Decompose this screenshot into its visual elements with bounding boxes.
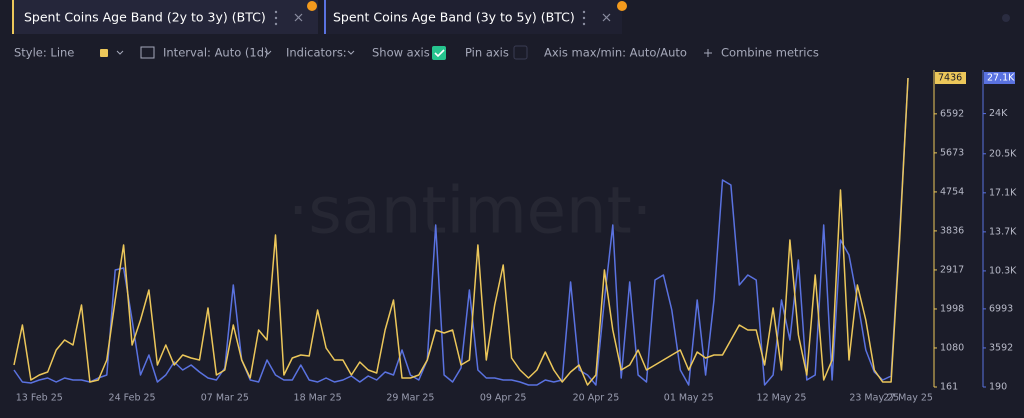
y2-tick-label: 6993 [989,303,1013,314]
chevron [116,50,124,55]
checkmark [434,49,445,58]
y2-tick-label: 10.3K [989,265,1017,276]
x-tick-label: 13 Feb 25 [16,393,63,404]
y-tick-label: 2917 [940,264,964,275]
tab-marker [12,0,14,34]
y2-tick-label: 24K [989,108,1008,119]
y-tick-label: 4754 [940,186,964,197]
y-tick-label: 3836 [940,225,964,236]
tab-menu[interactable] [274,10,278,26]
axis-minmax[interactable]: Axis max/min: Auto/Auto [544,46,687,60]
tab-marker [324,0,326,34]
watermark: ·santiment· [288,175,652,249]
tab[interactable]: Spent Coins Age Band (2y to 3y) (BTC) [12,0,318,34]
interval-icon [140,46,155,59]
tab-bg [12,0,318,34]
pin-axis-label[interactable]: Pin axis [465,46,509,60]
x-tick-label: 24 Feb 25 [109,393,156,404]
x-tick-label: 07 Mar 25 [201,393,249,404]
last-value-tag [984,71,1015,84]
series-line [13,77,909,386]
x-tick-label: 27 May 25 [883,393,933,404]
tab[interactable]: Spent Coins Age Band (3y to 5y) (BTC) [324,0,627,34]
indicators-select[interactable]: Indicators: [286,46,347,60]
btc-icon [307,1,317,11]
y-tick-label: 6592 [940,108,964,119]
tab-label: Spent Coins Age Band (3y to 5y) (BTC) [333,10,575,25]
y2-tick-label: 3592 [989,342,1013,353]
style-select[interactable]: Style: Line [14,46,74,60]
y2-tick-label: 20.5K [989,148,1017,159]
x-tick-label: 18 Mar 25 [294,393,342,404]
btc-icon [617,1,627,11]
y-tick-label: 5673 [940,147,964,158]
series-line [13,77,909,386]
status-dot [1002,14,1010,22]
color-swatch[interactable] [100,49,108,57]
y2-tick-label: 17.1K [989,187,1017,198]
chevron [264,50,272,55]
x-tick-label: 01 May 25 [664,393,714,404]
last-value-label: 7436 [938,73,962,84]
x-tick-label: 29 Mar 25 [386,393,434,404]
x-tick-label: 09 Apr 25 [480,393,527,404]
last-value-label: 27.1K [987,72,1015,83]
x-tick-label: 23 May 25 [849,393,899,404]
combine-metrics[interactable]: Combine metrics [721,46,819,60]
y2-tick-label: 13.7K [989,226,1017,237]
tab-close[interactable] [294,13,303,22]
show-axis-label[interactable]: Show axis [372,46,430,60]
pin-axis-checkbox[interactable] [513,45,528,60]
plus-icon [704,49,712,57]
tab-bg [324,0,622,34]
tab-close[interactable] [602,13,611,22]
y-tick-label: 1998 [940,303,964,314]
y2-tick-label: 190 [989,382,1007,393]
y-tick-label: 161 [940,382,958,393]
tab-label: Spent Coins Age Band (2y to 3y) (BTC) [24,10,266,25]
y-tick-label: 1080 [940,342,964,353]
x-tick-label: 12 May 25 [757,393,807,404]
show-axis-checkbox[interactable] [432,46,446,60]
tab-menu[interactable] [582,10,586,26]
interval-select[interactable]: Interval: Auto (1d) [163,46,269,60]
x-tick-label: 20 Apr 25 [573,393,620,404]
last-value-tag [935,72,966,84]
chevron [347,50,355,55]
